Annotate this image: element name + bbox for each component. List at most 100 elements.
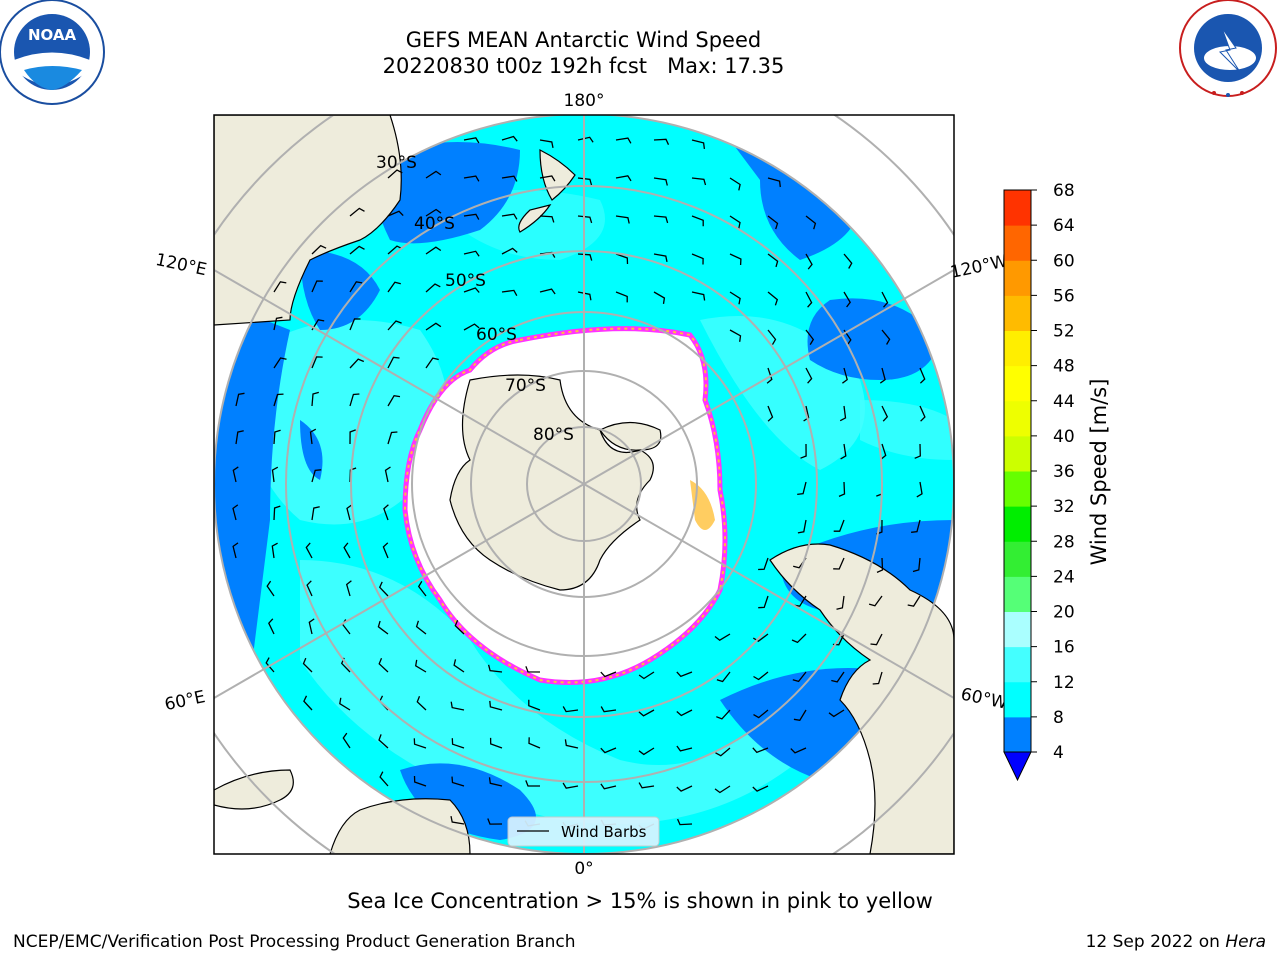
wind-barb <box>235 392 245 407</box>
wind-barb <box>273 316 283 331</box>
wind-barb <box>803 405 810 422</box>
wind-barb <box>792 671 807 683</box>
wind-barb <box>273 281 287 293</box>
wind-barb <box>377 620 389 635</box>
wind-barb <box>615 175 632 182</box>
wind-barb <box>676 745 693 752</box>
wind-barb <box>907 595 921 607</box>
wind-barb <box>600 747 617 754</box>
wind-barb <box>311 280 323 293</box>
colorbar-segment <box>1004 506 1031 542</box>
wind-barb <box>501 175 518 182</box>
wind-barb <box>425 246 442 255</box>
wind-barb <box>653 253 668 263</box>
wind-barb <box>463 175 480 182</box>
wind-barb <box>691 215 704 227</box>
wind-barb <box>306 580 313 597</box>
lon-label-60e: 60°E <box>163 687 207 715</box>
wind-barb <box>600 671 617 678</box>
wind-barb <box>378 657 389 673</box>
wind-barb <box>868 595 883 607</box>
colorbar-tick-label: 68 <box>1053 181 1075 201</box>
wind-barb <box>562 706 579 713</box>
wind-barb <box>378 734 389 749</box>
wind-barb <box>311 244 327 255</box>
wind-barb <box>752 633 769 642</box>
footer-date-host: 12 Sep 2022 on Hera <box>1086 932 1266 952</box>
wind-barb <box>767 405 774 422</box>
wind-barb <box>349 207 365 217</box>
wind-barb <box>842 367 848 384</box>
wind-barb <box>489 700 503 711</box>
wind-barb <box>311 391 319 407</box>
wind-barb <box>805 329 815 345</box>
wind-barb <box>382 542 389 559</box>
colorbar-segment <box>1004 435 1031 472</box>
wind-barb <box>265 657 275 673</box>
colorbar-segment <box>1004 541 1031 577</box>
colorbar-segment <box>1004 576 1031 612</box>
wind-barb <box>425 208 442 217</box>
wind-barb <box>691 291 706 301</box>
graticule <box>214 115 954 854</box>
wind-barb <box>577 291 592 301</box>
wind-barb <box>691 253 704 265</box>
wind-barb <box>805 367 813 384</box>
wind-barb <box>425 283 441 293</box>
wind-barb <box>349 281 363 293</box>
wind-barb <box>305 542 313 559</box>
wind-barb <box>425 357 439 369</box>
wind-barb <box>273 357 287 369</box>
colorbar-tick-label: 60 <box>1053 251 1075 271</box>
wind-barb <box>303 695 313 711</box>
footer-branch: NCEP/EMC/Verification Post Processing Pr… <box>13 932 576 952</box>
wind-barb <box>273 429 281 445</box>
wind-barb <box>767 329 777 345</box>
wind-barb <box>378 581 389 597</box>
wind-barb <box>653 138 670 145</box>
colorbar-tick-label: 56 <box>1053 286 1075 306</box>
colorbar-segment <box>1004 716 1031 753</box>
wind-barb <box>676 785 693 792</box>
wind-barb <box>881 329 891 345</box>
wind-barb <box>615 137 632 144</box>
nws-logo <box>1179 0 1277 97</box>
colorbar-segment <box>1004 400 1031 437</box>
wind-barb <box>416 695 427 711</box>
wind-barb <box>463 213 480 220</box>
wind-barb <box>414 659 427 673</box>
colorbar-segment <box>1004 330 1031 367</box>
wind-barb <box>387 169 403 179</box>
wind-barb <box>387 431 398 445</box>
wind-barb <box>501 135 518 142</box>
lat-label-40s: 40°S <box>414 214 455 234</box>
wind-barb <box>349 429 356 445</box>
wind-barb <box>525 780 540 787</box>
colorbar-segment <box>1004 646 1031 683</box>
wind-barb <box>758 595 769 609</box>
wind-barb <box>311 506 320 521</box>
wind-barb <box>450 815 465 825</box>
noaa-wordmark: NOAA <box>28 26 77 44</box>
wind-barbs <box>232 135 926 830</box>
wind-barb <box>501 213 518 220</box>
noaa-logo: NOAA <box>0 0 105 105</box>
wind-barb <box>615 253 629 265</box>
wind-barb <box>273 393 284 407</box>
wind-barb <box>577 177 593 186</box>
wind-barb <box>911 519 921 533</box>
wind-barb <box>302 657 313 673</box>
wind-barb <box>539 175 556 182</box>
lat-label-30s: 30°S <box>376 153 417 173</box>
wind-barb <box>417 580 427 597</box>
wind-barb <box>881 405 889 422</box>
colorbar-tick-label: 36 <box>1053 462 1075 482</box>
wind-barb <box>716 671 731 683</box>
wind-barb <box>752 747 769 754</box>
wind-barb <box>729 177 741 191</box>
wind-barb <box>463 323 480 331</box>
wind-barb <box>346 504 353 521</box>
wind-barb <box>638 747 655 756</box>
wind-barb <box>232 504 239 521</box>
wind-barb <box>600 706 617 713</box>
